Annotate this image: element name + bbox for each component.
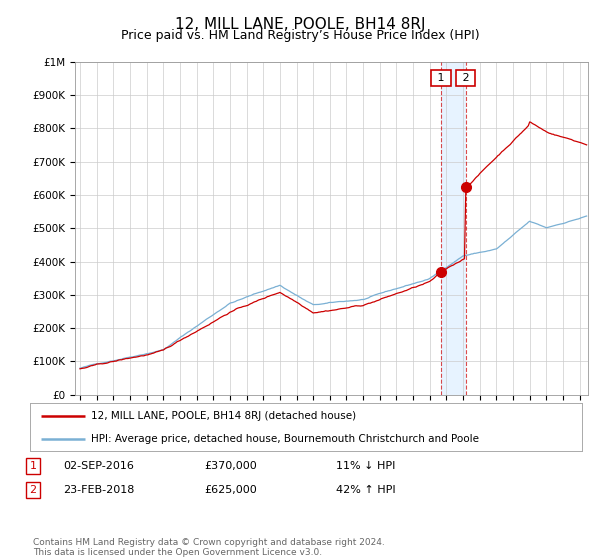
Text: 12, MILL LANE, POOLE, BH14 8RJ: 12, MILL LANE, POOLE, BH14 8RJ	[175, 17, 425, 32]
Text: 12, MILL LANE, POOLE, BH14 8RJ (detached house): 12, MILL LANE, POOLE, BH14 8RJ (detached…	[91, 411, 356, 421]
Text: 11% ↓ HPI: 11% ↓ HPI	[336, 461, 395, 471]
Text: £625,000: £625,000	[204, 485, 257, 495]
Text: Price paid vs. HM Land Registry’s House Price Index (HPI): Price paid vs. HM Land Registry’s House …	[121, 29, 479, 42]
Text: 1: 1	[29, 461, 37, 471]
Text: 1: 1	[434, 73, 448, 83]
Bar	[441, 62, 466, 395]
Text: 02-SEP-2016: 02-SEP-2016	[63, 461, 134, 471]
Text: Contains HM Land Registry data © Crown copyright and database right 2024.
This d: Contains HM Land Registry data © Crown c…	[33, 538, 385, 557]
Text: 23-FEB-2018: 23-FEB-2018	[63, 485, 134, 495]
Text: 42% ↑ HPI: 42% ↑ HPI	[336, 485, 395, 495]
Text: 2: 2	[458, 73, 473, 83]
Text: 2: 2	[29, 485, 37, 495]
Text: HPI: Average price, detached house, Bournemouth Christchurch and Poole: HPI: Average price, detached house, Bour…	[91, 434, 479, 444]
Text: £370,000: £370,000	[204, 461, 257, 471]
